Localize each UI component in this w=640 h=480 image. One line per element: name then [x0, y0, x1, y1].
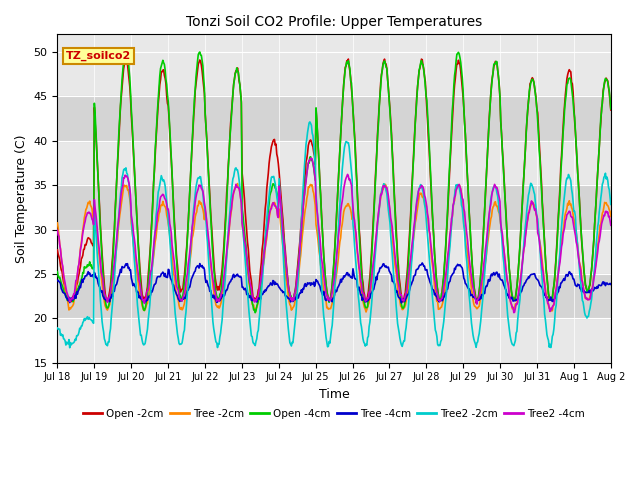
Open -2cm [402, 281, 410, 287]
Tree -4cm [419, 260, 426, 266]
Bar [58, 274, 611, 318]
Tree -2cm [206, 250, 214, 255]
Open -4cm [252, 310, 259, 315]
Tree -4cm [607, 281, 614, 287]
Tree -4cm [206, 288, 214, 294]
Line: Tree -2cm: Tree -2cm [58, 183, 611, 312]
Tree2 -2cm [66, 345, 74, 350]
Bar [58, 96, 611, 141]
Tree2 -2cm [419, 189, 427, 194]
Open -4cm [120, 54, 128, 60]
Tree2 -4cm [402, 290, 410, 296]
Open -4cm [607, 106, 614, 112]
Open -2cm [120, 62, 128, 68]
Open -4cm [403, 282, 411, 288]
Tree2 -4cm [177, 297, 184, 302]
Open -2cm [472, 300, 480, 306]
Line: Tree2 -4cm: Tree2 -4cm [58, 158, 611, 312]
Tree -2cm [234, 180, 241, 186]
Tree2 -4cm [54, 228, 61, 233]
Tree2 -2cm [607, 202, 614, 207]
Open -2cm [344, 56, 352, 62]
Text: TZ_soilco2: TZ_soilco2 [66, 51, 131, 61]
Tree -4cm [63, 296, 71, 301]
Tree -2cm [607, 214, 614, 219]
Open -4cm [63, 298, 71, 303]
Open -4cm [54, 269, 61, 275]
Tree -4cm [177, 297, 184, 303]
Tree2 -4cm [419, 183, 426, 189]
Tree2 -4cm [120, 175, 128, 181]
Tree2 -2cm [63, 341, 71, 347]
Tree -2cm [362, 309, 370, 315]
Tree -4cm [120, 264, 128, 270]
Open -2cm [63, 296, 71, 302]
Line: Tree2 -2cm: Tree2 -2cm [58, 122, 611, 348]
Open -2cm [54, 247, 61, 253]
X-axis label: Time: Time [319, 388, 349, 401]
Tree -4cm [54, 278, 61, 284]
Open -4cm [419, 62, 427, 68]
Tree -4cm [402, 295, 410, 301]
Tree2 -4cm [308, 156, 316, 161]
Tree2 -2cm [403, 317, 411, 323]
Tree2 -4cm [510, 310, 518, 315]
Y-axis label: Soil Temperature (C): Soil Temperature (C) [15, 134, 28, 263]
Title: Tonzi Soil CO2 Profile: Upper Temperatures: Tonzi Soil CO2 Profile: Upper Temperatur… [186, 15, 482, 29]
Tree2 -2cm [306, 119, 314, 125]
Tree -2cm [120, 182, 128, 188]
Open -4cm [177, 299, 185, 304]
Open -2cm [419, 57, 426, 63]
Tree2 -4cm [607, 222, 614, 228]
Tree -2cm [419, 194, 427, 200]
Bar [58, 185, 611, 229]
Tree -2cm [63, 296, 71, 302]
Line: Tree -4cm: Tree -4cm [58, 263, 611, 303]
Open -4cm [122, 48, 129, 54]
Open -2cm [607, 107, 614, 113]
Tree2 -2cm [122, 167, 129, 173]
Open -2cm [206, 192, 214, 198]
Tree -2cm [177, 306, 184, 312]
Tree2 -2cm [207, 288, 214, 293]
Tree -4cm [397, 300, 405, 306]
Line: Open -2cm: Open -2cm [58, 59, 611, 303]
Tree2 -2cm [54, 325, 61, 331]
Open -4cm [207, 212, 214, 218]
Tree -2cm [403, 295, 411, 300]
Legend: Open -2cm, Tree -2cm, Open -4cm, Tree -4cm, Tree2 -2cm, Tree2 -4cm: Open -2cm, Tree -2cm, Open -4cm, Tree -4… [79, 405, 589, 423]
Tree -4cm [419, 262, 427, 267]
Tree -2cm [54, 220, 61, 226]
Line: Open -4cm: Open -4cm [58, 51, 611, 312]
Tree2 -4cm [206, 249, 214, 254]
Open -2cm [177, 289, 184, 295]
Tree2 -2cm [177, 341, 185, 347]
Tree2 -4cm [63, 291, 71, 297]
